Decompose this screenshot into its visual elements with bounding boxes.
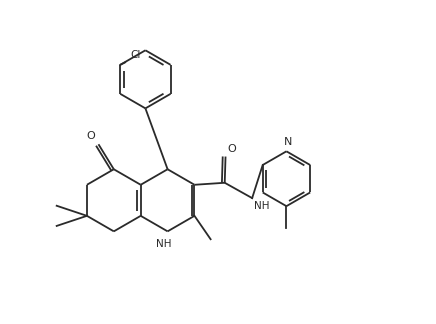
Text: N: N	[284, 137, 293, 147]
Text: NH: NH	[156, 239, 171, 249]
Text: O: O	[228, 144, 236, 154]
Text: NH: NH	[254, 201, 269, 211]
Text: Cl: Cl	[130, 50, 141, 60]
Text: O: O	[86, 132, 95, 142]
